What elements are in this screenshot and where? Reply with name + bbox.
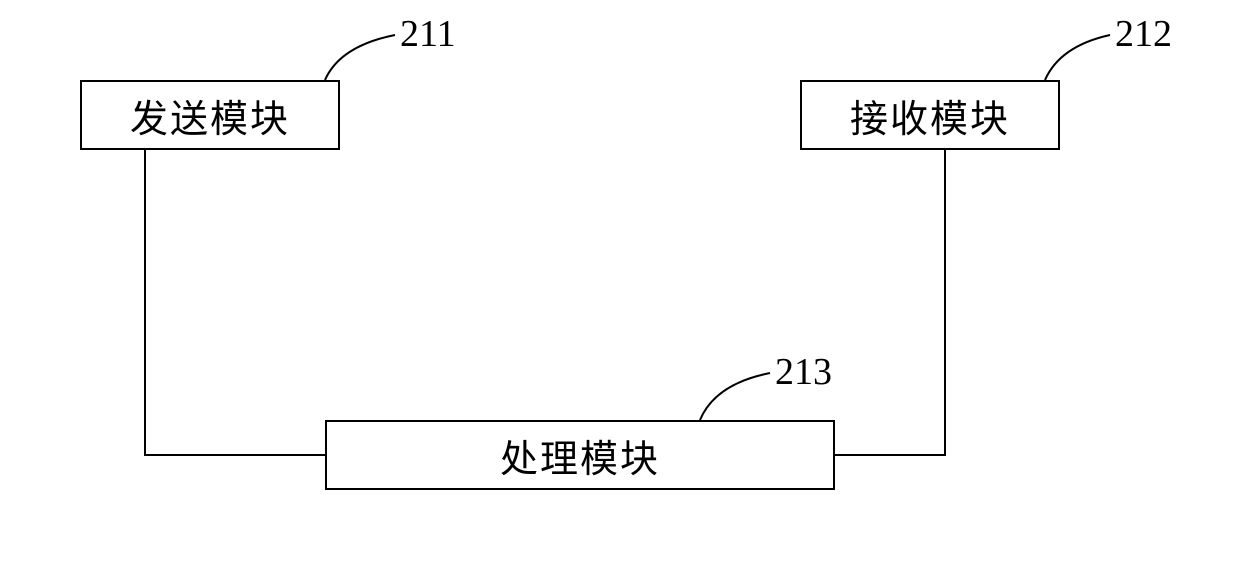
leader-212 xyxy=(1045,35,1110,80)
leader-213 xyxy=(700,373,770,420)
node-send: 发送模块 xyxy=(80,80,340,150)
node-receive-label: 接收模块 xyxy=(850,88,1010,143)
diagram-canvas: 发送模块 211 接收模块 212 处理模块 213 xyxy=(0,0,1240,567)
node-receive-ref: 212 xyxy=(1115,12,1172,56)
node-send-label: 发送模块 xyxy=(130,88,290,143)
edge-receive-process xyxy=(835,150,945,455)
node-process: 处理模块 xyxy=(325,420,835,490)
leader-211 xyxy=(325,35,395,80)
node-process-ref: 213 xyxy=(775,350,832,394)
node-receive: 接收模块 xyxy=(800,80,1060,150)
edge-send-process xyxy=(145,150,325,455)
node-send-ref: 211 xyxy=(400,12,456,56)
node-process-label: 处理模块 xyxy=(500,428,660,483)
